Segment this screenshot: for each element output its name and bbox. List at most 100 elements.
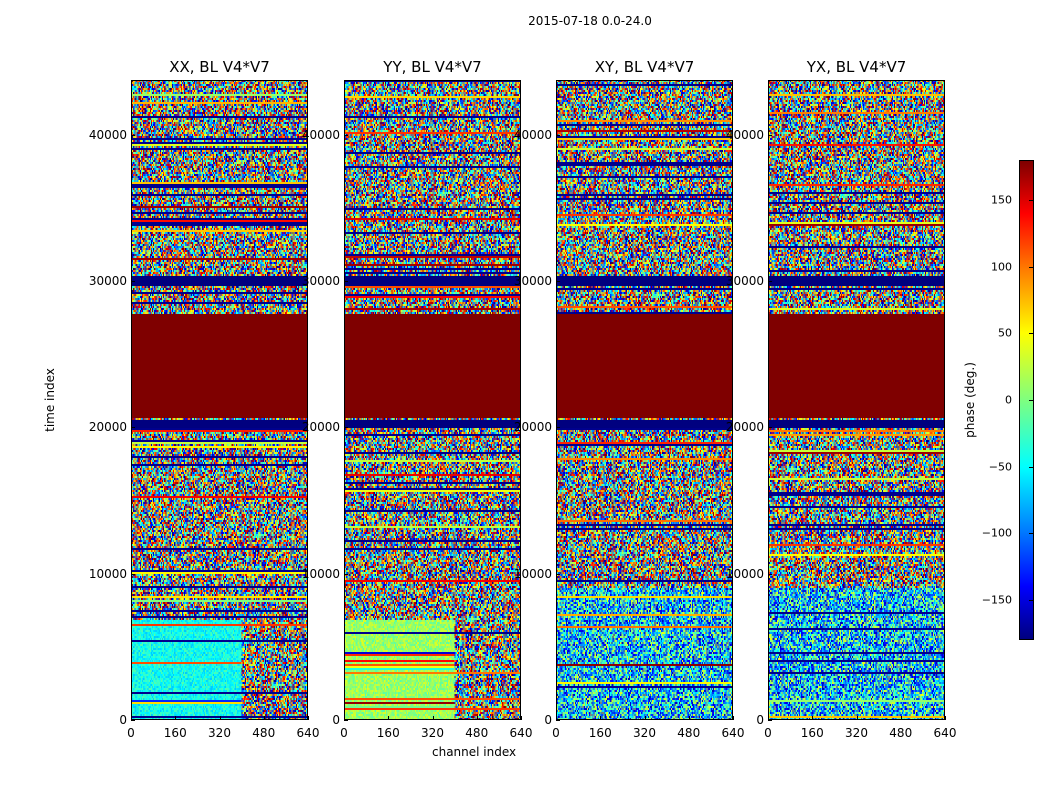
x-tick-label: 320 [208, 726, 231, 740]
y-tick-mark [768, 281, 772, 283]
y-tick-mark [768, 134, 772, 136]
colorbar-tick-mark [1029, 466, 1034, 468]
x-tick-label: 480 [465, 726, 489, 740]
y-tick-label: 0 [119, 713, 127, 727]
colorbar-tick-label: 0 [1005, 393, 1012, 407]
x-tick-label: 160 [800, 726, 824, 740]
heatmap-image [131, 80, 308, 720]
x-tick-mark [733, 716, 734, 720]
y-tick-mark [344, 720, 348, 721]
x-tick-mark [644, 716, 646, 720]
figure-title: 2015-07-18 0.0-24.0 [528, 14, 652, 28]
colorbar-tick-mark [1029, 266, 1034, 268]
x-tick-mark [521, 716, 522, 720]
y-tick-mark [556, 134, 560, 136]
x-tick-mark [945, 716, 946, 720]
heatmap-panel-xx: XX, BL V4*V7 0 10000 20000 30000 40000 0 160 320… [89, 58, 320, 740]
y-tick-label: 40000 [725, 127, 764, 142]
colorbar-tick-mark [1029, 333, 1034, 335]
colorbar-tick-mark [1029, 200, 1034, 201]
x-tick-mark [688, 716, 690, 720]
x-tick-label: 160 [376, 726, 400, 740]
colorbar-tick-mark [1029, 533, 1034, 535]
y-tick-mark [556, 720, 560, 721]
y-tick-label: 10000 [725, 566, 764, 581]
colorbar-tick-mark [1029, 600, 1034, 601]
x-axis-label: channel index [432, 745, 517, 759]
axes-frame [344, 80, 521, 720]
y-tick-label: 0 [544, 713, 552, 727]
x-tick-mark [600, 716, 602, 720]
y-tick-label: 10000 [513, 566, 552, 581]
y-tick-label: 20000 [513, 420, 552, 435]
x-tick-mark [388, 716, 390, 720]
colorbar-tick-label: 50 [998, 326, 1012, 340]
x-tick-mark [131, 716, 132, 720]
y-tick-mark [131, 573, 135, 575]
x-tick-mark [900, 716, 902, 720]
y-tick-mark [131, 427, 135, 429]
y-tick-label: 20000 [301, 420, 340, 435]
y-tick-label: 30000 [88, 274, 127, 289]
y-tick-mark [556, 281, 560, 283]
y-tick-mark [556, 573, 560, 575]
y-tick-mark [768, 427, 772, 429]
colorbar-tick-label: −100 [981, 526, 1012, 540]
y-tick-label: 20000 [725, 420, 764, 435]
colorbar-label: phase (deg.) [963, 362, 977, 438]
colorbar-tick-label: −50 [988, 460, 1012, 474]
y-tick-mark [344, 281, 348, 283]
x-tick-mark [856, 716, 858, 720]
y-axis-label: time index [43, 368, 57, 432]
panel-title: YY, BL V4*V7 [383, 58, 482, 76]
y-tick-mark [131, 134, 135, 136]
panel-title: XX, BL V4*V7 [169, 58, 270, 76]
x-tick-label: 640 [296, 726, 320, 740]
y-tick-label: 10000 [88, 566, 127, 581]
x-tick-mark [219, 716, 221, 720]
y-tick-label: 40000 [513, 127, 552, 142]
x-tick-mark [263, 716, 265, 720]
y-tick-label: 30000 [301, 274, 340, 289]
x-tick-label: 480 [677, 726, 701, 740]
heatmap-image [768, 80, 945, 720]
heatmap-image [344, 80, 521, 720]
y-tick-mark [344, 573, 348, 575]
y-tick-mark [131, 281, 135, 283]
y-tick-label: 30000 [513, 274, 552, 289]
axes-frame [131, 80, 308, 720]
y-tick-mark [131, 720, 135, 721]
panel-title: XY, BL V4*V7 [594, 58, 695, 76]
heatmap-panel-xy: XY, BL V4*V7 0 10000 20000 30000 40000 0 160 320… [514, 58, 745, 740]
heatmap-image [556, 80, 733, 720]
x-tick-mark [768, 716, 769, 720]
x-tick-label: 320 [421, 726, 444, 740]
x-tick-label: 0 [764, 726, 772, 740]
y-tick-mark [556, 427, 560, 429]
x-tick-label: 0 [340, 726, 348, 740]
x-tick-label: 640 [933, 726, 957, 740]
heatmap-panel-yy: YY, BL V4*V7 0 10000 20000 30000 40000 0 160 320… [302, 58, 533, 740]
y-tick-mark [768, 720, 772, 721]
x-tick-label: 480 [889, 726, 913, 740]
axes-frame [768, 80, 945, 720]
x-tick-label: 320 [845, 726, 868, 740]
y-tick-label: 10000 [301, 566, 340, 581]
x-tick-label: 160 [588, 726, 612, 740]
x-tick-mark [812, 716, 814, 720]
x-tick-mark [432, 716, 434, 720]
colorbar-tick-label: 150 [991, 193, 1012, 207]
colorbar-tick-label: −150 [981, 593, 1012, 607]
panel-title: YX, BL V4*V7 [806, 58, 907, 76]
y-tick-label: 40000 [88, 127, 127, 142]
y-tick-mark [344, 134, 348, 136]
x-tick-mark [556, 716, 557, 720]
colorbar-tick-label: 100 [991, 260, 1012, 274]
y-tick-mark [768, 573, 772, 575]
y-tick-label: 20000 [88, 420, 127, 435]
x-tick-label: 0 [552, 726, 560, 740]
colorbar-tick-mark [1029, 400, 1034, 401]
x-tick-mark [476, 716, 478, 720]
x-tick-label: 160 [163, 726, 187, 740]
x-tick-label: 0 [127, 726, 135, 740]
